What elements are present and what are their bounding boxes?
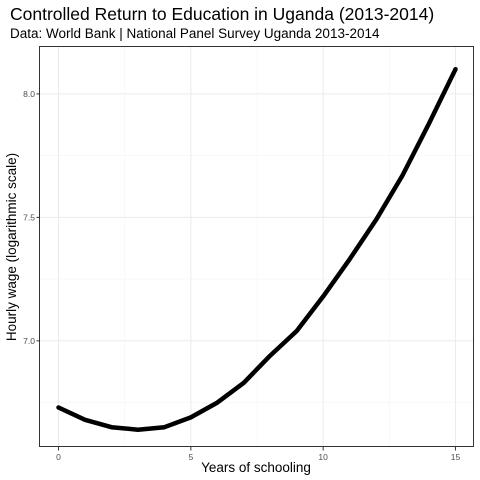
series-layer bbox=[56, 66, 458, 432]
axis-ticks: 0 5 10 15 7.0 7.5 8.0 bbox=[23, 89, 460, 462]
chart-subtitle: Data: World Bank | National Panel Survey… bbox=[10, 26, 380, 41]
y-axis-title: Hourly wage (logarithmic scale) bbox=[4, 153, 19, 341]
panel-border bbox=[39, 46, 474, 447]
y-tick-label: 8.0 bbox=[23, 89, 35, 99]
chart-title: Controlled Return to Education in Uganda… bbox=[10, 4, 434, 24]
series-line bbox=[56, 66, 458, 432]
y-tick-label: 7.5 bbox=[23, 212, 35, 222]
x-axis-title: Years of schooling bbox=[201, 460, 311, 475]
x-tick-label: 0 bbox=[56, 452, 61, 462]
y-tick-label: 7.0 bbox=[23, 336, 35, 346]
x-tick-label: 5 bbox=[188, 452, 193, 462]
grid bbox=[40, 47, 474, 447]
x-tick-label: 10 bbox=[318, 452, 328, 462]
x-tick-label: 15 bbox=[451, 452, 461, 462]
